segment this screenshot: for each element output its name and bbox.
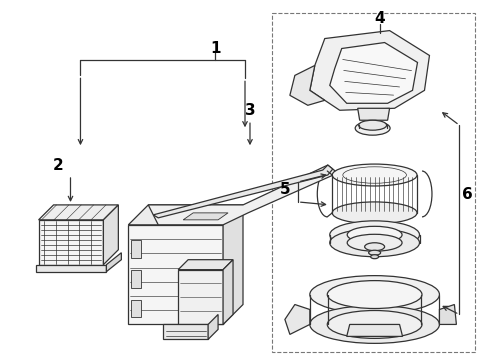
Polygon shape — [131, 270, 141, 288]
Polygon shape — [148, 165, 338, 225]
Polygon shape — [223, 260, 233, 324]
Polygon shape — [163, 324, 208, 339]
Polygon shape — [178, 270, 223, 324]
Ellipse shape — [332, 202, 417, 224]
Polygon shape — [358, 108, 390, 120]
Ellipse shape — [355, 121, 390, 135]
Polygon shape — [128, 225, 223, 324]
Ellipse shape — [327, 310, 422, 338]
Polygon shape — [223, 205, 243, 324]
Ellipse shape — [332, 164, 417, 186]
Polygon shape — [285, 305, 310, 334]
Ellipse shape — [370, 255, 379, 259]
Polygon shape — [36, 265, 106, 272]
Polygon shape — [440, 305, 456, 324]
Text: 2: 2 — [53, 158, 64, 172]
Ellipse shape — [310, 306, 440, 343]
Ellipse shape — [327, 280, 422, 309]
Ellipse shape — [330, 229, 419, 257]
Text: 3: 3 — [245, 103, 255, 118]
Bar — [272, 13, 475, 352]
Polygon shape — [208, 315, 218, 339]
Ellipse shape — [330, 221, 419, 249]
Polygon shape — [330, 42, 417, 103]
Polygon shape — [103, 205, 119, 265]
Polygon shape — [39, 220, 103, 265]
Ellipse shape — [365, 243, 385, 251]
Polygon shape — [310, 31, 429, 110]
Polygon shape — [39, 205, 119, 220]
Polygon shape — [347, 324, 403, 336]
Text: 1: 1 — [210, 41, 220, 56]
Polygon shape — [131, 240, 141, 258]
Polygon shape — [131, 300, 141, 318]
Ellipse shape — [310, 276, 440, 314]
Ellipse shape — [347, 226, 402, 243]
Polygon shape — [153, 165, 333, 218]
Ellipse shape — [368, 250, 381, 255]
Polygon shape — [128, 205, 243, 225]
Text: 5: 5 — [280, 183, 290, 198]
Text: 4: 4 — [374, 11, 385, 26]
Polygon shape — [290, 66, 325, 105]
Polygon shape — [183, 213, 228, 220]
Text: 6: 6 — [462, 188, 473, 202]
Polygon shape — [106, 253, 122, 272]
Ellipse shape — [359, 120, 387, 130]
Polygon shape — [178, 260, 233, 270]
Ellipse shape — [347, 234, 402, 251]
